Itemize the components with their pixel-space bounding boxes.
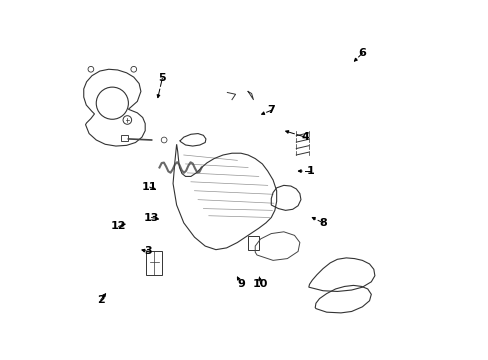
- Text: 7: 7: [267, 105, 275, 115]
- Text: 5: 5: [158, 73, 166, 83]
- Text: 4: 4: [301, 132, 308, 142]
- Text: 2: 2: [97, 295, 104, 305]
- Text: 13: 13: [143, 212, 159, 222]
- Text: 3: 3: [144, 247, 152, 256]
- Text: 8: 8: [319, 218, 326, 228]
- Text: 11: 11: [142, 182, 157, 192]
- Bar: [247, 236, 258, 249]
- Text: 6: 6: [358, 48, 366, 58]
- Bar: [146, 251, 162, 275]
- Text: 9: 9: [237, 279, 244, 289]
- Text: 1: 1: [306, 166, 314, 176]
- Bar: [121, 135, 128, 141]
- Text: 10: 10: [252, 279, 268, 289]
- Text: 12: 12: [111, 221, 126, 231]
